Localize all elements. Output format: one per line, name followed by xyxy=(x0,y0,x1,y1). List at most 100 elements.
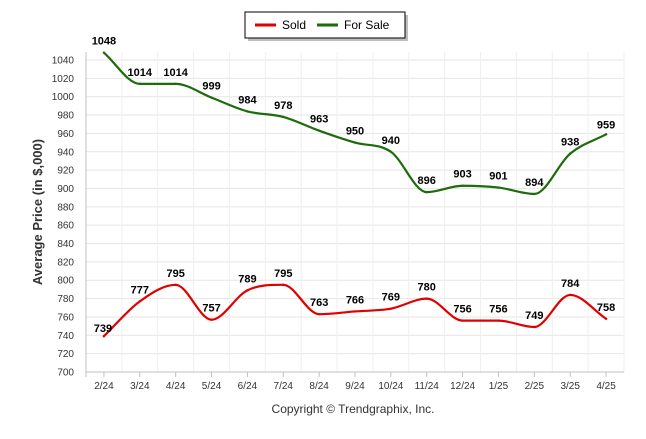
y-tick-label: 1000 xyxy=(52,92,75,103)
data-label-for-sale: 940 xyxy=(382,135,400,147)
data-point-for-sale xyxy=(317,129,321,132)
y-tick-label: 800 xyxy=(57,276,74,287)
data-point-for-sale xyxy=(533,192,536,196)
data-label-for-sale: 903 xyxy=(453,169,471,181)
data-label-for-sale: 1048 xyxy=(92,36,116,48)
data-label-sold: 758 xyxy=(597,302,615,314)
x-tick-label: 2/24 xyxy=(94,381,114,392)
data-label-for-sale: 999 xyxy=(202,81,220,93)
data-label-for-sale: 1014 xyxy=(163,67,188,79)
data-label-sold: 756 xyxy=(489,304,507,316)
x-tick-label: 7/24 xyxy=(274,381,294,392)
data-point-sold xyxy=(246,289,249,292)
data-point-for-sale xyxy=(174,82,177,86)
data-point-sold xyxy=(604,317,608,320)
y-tick-label: 820 xyxy=(57,257,74,268)
y-tick-label: 880 xyxy=(57,202,74,213)
x-tick-label: 3/25 xyxy=(560,381,580,392)
legend-label-for-sale: For Sale xyxy=(344,18,390,32)
x-tick-label: 4/24 xyxy=(166,381,186,392)
data-label-sold: 789 xyxy=(238,273,256,285)
copyright-credit: Copyright © Trendgraphix, Inc. xyxy=(272,402,435,416)
y-tick-label: 1040 xyxy=(52,56,75,67)
data-point-for-sale xyxy=(246,110,249,113)
data-point-sold xyxy=(102,335,106,338)
data-point-for-sale xyxy=(102,51,106,54)
y-tick-label: 920 xyxy=(57,166,74,177)
x-tick-label: 5/24 xyxy=(202,381,222,392)
x-tick-label: 8/24 xyxy=(309,381,329,392)
y-tick-label: 840 xyxy=(57,239,74,250)
y-axis-title: Average Price (in $,000) xyxy=(30,139,45,285)
y-tick-label: 700 xyxy=(57,368,74,379)
data-point-sold xyxy=(425,297,428,300)
axes: 700 720 740 760 780 800 820 840 860 880 900 920 940 9… xyxy=(52,52,624,392)
x-tick-label: 10/24 xyxy=(378,381,403,392)
data-label-sold: 795 xyxy=(166,268,184,280)
y-tick-label: 720 xyxy=(57,349,74,360)
data-point-for-sale xyxy=(569,152,572,155)
y-tick-label: 780 xyxy=(57,294,74,305)
x-tick-label: 12/24 xyxy=(450,381,475,392)
data-label-sold: 784 xyxy=(561,278,580,290)
legend-label-sold: Sold xyxy=(282,18,306,32)
data-point-sold xyxy=(461,319,464,322)
data-label-for-sale: 938 xyxy=(561,137,579,149)
data-label-sold: 749 xyxy=(525,310,543,322)
data-label-for-sale: 896 xyxy=(418,175,436,187)
y-tick-label: 860 xyxy=(57,221,74,232)
data-point-sold xyxy=(210,318,213,321)
y-tick-label: 1020 xyxy=(52,74,75,85)
data-labels: 739 777 795 757 789 795 763 766 769 780 756 756 749 7… xyxy=(92,36,616,336)
x-tick-label: 6/24 xyxy=(238,381,258,392)
data-point-for-sale xyxy=(604,133,608,136)
x-tick-label: 3/24 xyxy=(130,381,150,392)
data-point-sold xyxy=(138,300,141,303)
data-label-sold: 777 xyxy=(131,284,149,296)
data-point-for-sale xyxy=(461,184,464,187)
x-tick-label: 2/25 xyxy=(525,381,545,392)
data-point-sold xyxy=(569,293,572,297)
data-point-for-sale xyxy=(282,115,285,119)
data-label-for-sale: 950 xyxy=(346,126,364,138)
data-point-for-sale xyxy=(425,190,428,194)
data-point-sold xyxy=(174,283,177,287)
data-point-for-sale xyxy=(389,150,393,153)
x-tick-label: 9/24 xyxy=(345,381,365,392)
data-label-sold: 766 xyxy=(346,294,364,306)
y-tick-label: 740 xyxy=(57,331,74,342)
y-tick-label: 940 xyxy=(57,147,74,158)
grid xyxy=(85,52,625,373)
data-label-sold: 780 xyxy=(418,282,436,294)
x-tick-label: 4/25 xyxy=(596,381,616,392)
series-layer xyxy=(102,51,608,338)
data-label-sold: 757 xyxy=(202,303,220,315)
y-tick-label: 960 xyxy=(57,129,74,140)
data-point-sold xyxy=(317,312,321,316)
data-point-sold xyxy=(497,319,500,322)
data-label-sold: 769 xyxy=(382,292,400,304)
data-label-sold: 739 xyxy=(94,323,112,335)
data-point-for-sale xyxy=(353,141,357,144)
data-label-sold: 795 xyxy=(274,268,292,280)
y-tick-label: 980 xyxy=(57,111,74,122)
data-point-for-sale xyxy=(210,96,213,99)
data-label-sold: 763 xyxy=(310,297,328,309)
x-tick-label: 11/24 xyxy=(415,381,440,392)
data-point-for-sale xyxy=(497,186,500,189)
data-label-for-sale: 901 xyxy=(489,171,507,183)
data-label-for-sale: 959 xyxy=(597,119,615,131)
data-label-for-sale: 894 xyxy=(525,177,544,189)
y-tick-label: 760 xyxy=(57,312,74,323)
data-point-sold xyxy=(533,325,536,329)
legend: Sold For Sale xyxy=(244,11,408,41)
data-point-sold xyxy=(282,283,285,287)
x-tick-label: 1/25 xyxy=(489,381,509,392)
data-point-sold xyxy=(389,307,393,310)
data-label-sold: 756 xyxy=(453,304,471,316)
data-label-for-sale: 984 xyxy=(238,94,257,106)
data-label-for-sale: 1014 xyxy=(128,67,153,79)
y-tick-label: 900 xyxy=(57,184,74,195)
